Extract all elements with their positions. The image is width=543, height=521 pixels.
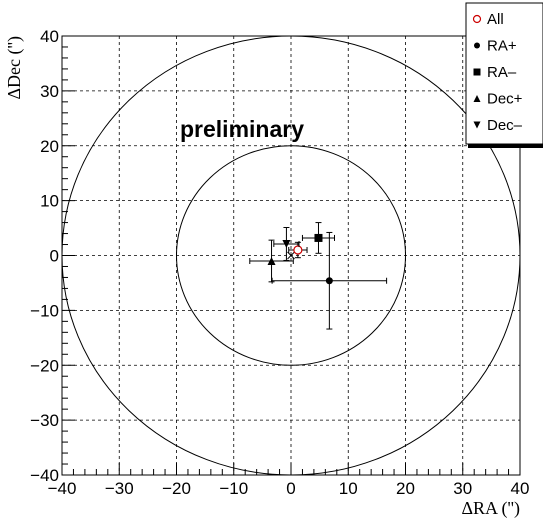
- y-axis-title: ΔDec (''): [4, 36, 25, 100]
- y-tick-label: −10: [30, 301, 59, 320]
- y-tick-label: −30: [30, 411, 59, 430]
- x-tick-label: −40: [48, 479, 77, 498]
- y-tick-label: −40: [30, 466, 59, 485]
- y-tick-label: 20: [40, 137, 59, 156]
- marker-filled-circle: [474, 42, 480, 49]
- x-tick-label: −20: [162, 479, 191, 498]
- x-cross-stroke: [287, 251, 295, 260]
- marker-open-circle: [293, 245, 303, 255]
- x-tick-label: 20: [396, 479, 415, 498]
- x-tick-label: 10: [339, 479, 358, 498]
- x-tick-label: −10: [219, 479, 248, 498]
- legend-label: Dec+: [487, 91, 523, 108]
- x-tick-label: 30: [453, 479, 472, 498]
- legend-label: Dec–: [487, 117, 523, 134]
- series-Dec+: [249, 239, 294, 283]
- marker-square: [314, 233, 323, 242]
- marker-x-cross: [287, 251, 295, 260]
- legend-entries: All RA+ RA– Dec+ Dec–: [472, 11, 523, 134]
- marker-filled-circle: [325, 277, 333, 285]
- x-axis-title: ΔRA (''): [461, 498, 520, 519]
- x-tick-label: 0: [286, 479, 295, 498]
- annotation-preliminary: preliminary: [180, 116, 304, 142]
- y-tick-label: −20: [30, 356, 59, 375]
- legend-label: RA+: [487, 38, 517, 55]
- marker-triangle-down: [282, 239, 291, 248]
- series-RA+: [271, 231, 388, 330]
- reference-circle: [176, 145, 406, 366]
- legend: All RA+ RA– Dec+ Dec–: [465, 2, 543, 148]
- marker-triangle-up: [473, 95, 481, 102]
- series-Dec–: [273, 227, 300, 261]
- ticks: −40 −30 −20 −10 0 10 20 30 40 −40 −30 −20 −10 0 10 20 30…: [30, 27, 529, 498]
- marker-triangle-up: [267, 256, 276, 265]
- marker-square: [473, 68, 481, 76]
- series-All: [288, 241, 308, 259]
- marker-open-circle: [472, 14, 482, 24]
- legend-label: RA–: [487, 64, 517, 81]
- series-RA–: [301, 222, 336, 254]
- y-tick-label: 10: [40, 192, 59, 211]
- marker-triangle-down: [473, 121, 481, 129]
- legend-label: All: [487, 11, 504, 28]
- data-points: [249, 222, 388, 330]
- y-tick-label: 30: [40, 82, 59, 101]
- x-tick-label: −30: [105, 479, 134, 498]
- y-tick-label: 0: [50, 247, 59, 266]
- x-tick-label: 40: [511, 479, 530, 498]
- y-tick-label: 40: [40, 27, 59, 46]
